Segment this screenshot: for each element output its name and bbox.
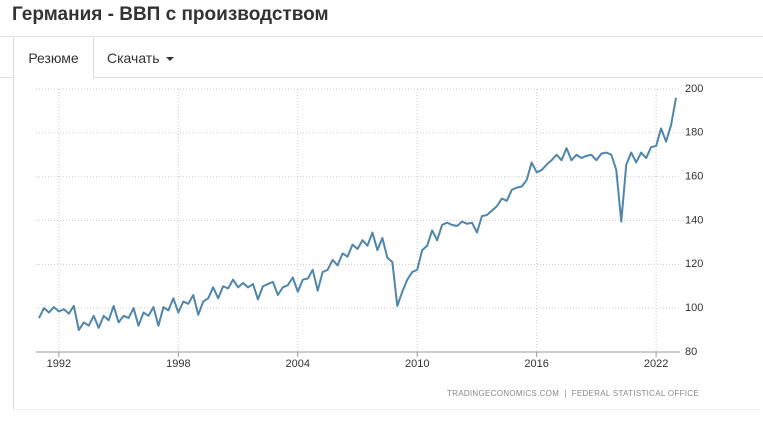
- x-tick-label: 2010: [405, 358, 429, 370]
- x-tick-label: 1992: [47, 358, 71, 370]
- page-title: Германия - ВВП с производством: [12, 4, 329, 25]
- y-tick-label: 80: [685, 346, 697, 358]
- chart-panel: [13, 78, 761, 410]
- tab[interactable]: Резюме: [13, 37, 94, 79]
- y-tick-label: 200: [685, 83, 703, 95]
- y-tick-label: 120: [685, 258, 703, 270]
- tab-bar: Резюме Скачать: [0, 36, 763, 79]
- y-tick-label: 160: [685, 171, 703, 183]
- data-line: [38, 97, 678, 332]
- x-tick-label: 1998: [166, 358, 190, 370]
- tab-label: Резюме: [28, 50, 79, 66]
- tab[interactable]: Скачать: [107, 37, 174, 79]
- x-tick-label: 2016: [524, 358, 548, 370]
- x-tick-label: 2004: [286, 358, 310, 370]
- y-tick-label: 180: [685, 127, 703, 139]
- tab-label: Скачать: [107, 50, 160, 66]
- y-tick-label: 100: [685, 302, 703, 314]
- x-tick-label: 2022: [644, 358, 668, 370]
- source-note: TRADINGECONOMICS.COM | FEDERAL STATISTIC…: [447, 389, 699, 398]
- y-tick-label: 140: [685, 214, 703, 226]
- caret-icon: [165, 57, 174, 62]
